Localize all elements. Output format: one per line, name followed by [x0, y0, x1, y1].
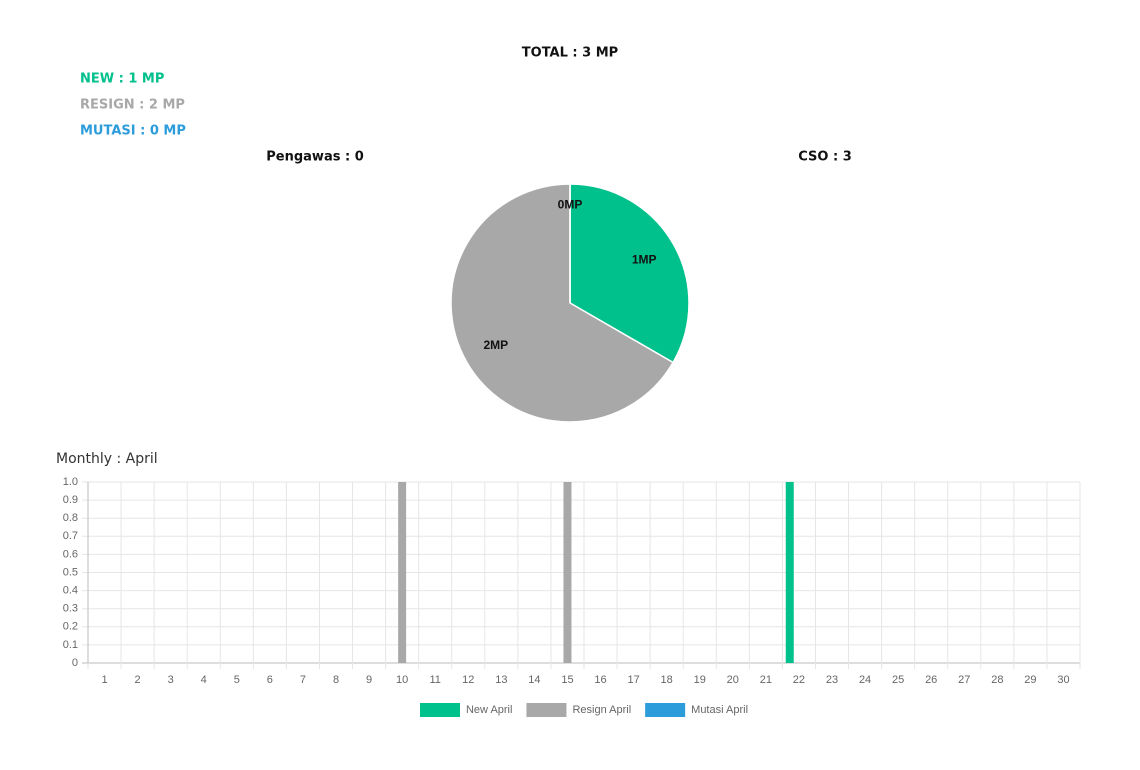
x-tick-label: 23 [826, 674, 838, 686]
x-tick-label: 15 [561, 674, 573, 686]
x-tick-label: 30 [1057, 674, 1069, 686]
x-tick-label: 18 [661, 674, 673, 686]
x-tick-label: 6 [267, 674, 273, 686]
x-tick-label: 29 [1024, 674, 1036, 686]
x-tick-label: 14 [528, 674, 540, 686]
x-tick-label: 10 [396, 674, 408, 686]
y-tick-label: 0 [72, 657, 78, 669]
x-tick-label: 4 [201, 674, 207, 686]
x-tick-label: 8 [333, 674, 339, 686]
x-tick-label: 28 [991, 674, 1003, 686]
bar-title: Monthly : April [56, 451, 158, 467]
pengawas-count: Pengawas : 0 [266, 150, 364, 165]
x-tick-label: 13 [495, 674, 507, 686]
y-tick-label: 0.9 [63, 494, 78, 506]
legend-swatch [526, 703, 567, 717]
new-count: NEW : 1 MP [80, 72, 164, 87]
pie-label: 2MP [483, 338, 508, 352]
resign-count: RESIGN : 2 MP [80, 98, 185, 113]
y-tick-label: 1.0 [63, 476, 78, 488]
legend-label: New April [466, 704, 512, 716]
x-tick-label: 19 [694, 674, 706, 686]
y-tick-label: 0.3 [63, 603, 78, 615]
x-tick-label: 12 [462, 674, 474, 686]
legend-label: Mutasi April [691, 704, 748, 716]
y-tick-label: 0.8 [63, 512, 78, 524]
pie-slice [450, 183, 675, 423]
x-tick-label: 7 [300, 674, 306, 686]
legend-swatch [419, 703, 460, 717]
y-tick-label: 0.7 [63, 530, 78, 542]
mutasi-count: MUTASI : 0 MP [80, 124, 186, 139]
pie-slice [569, 183, 690, 364]
y-tick-label: 0.1 [63, 639, 78, 651]
x-tick-label: 25 [892, 674, 904, 686]
x-tick-label: 5 [234, 674, 240, 686]
pie-label: 0MP [558, 198, 583, 212]
cso-count: CSO : 3 [798, 150, 852, 165]
x-tick-label: 24 [859, 674, 871, 686]
pie-label: 1MP [632, 252, 657, 266]
x-tick-label: 1 [101, 674, 107, 686]
x-tick-label: 26 [925, 674, 937, 686]
y-tick-label: 0.2 [63, 621, 78, 633]
y-tick-label: 0.5 [63, 566, 78, 578]
x-tick-label: 11 [429, 674, 440, 686]
x-tick-label: 3 [168, 674, 174, 686]
bar [785, 482, 794, 663]
x-tick-label: 20 [727, 674, 739, 686]
x-tick-label: 27 [958, 674, 970, 686]
x-tick-label: 17 [627, 674, 639, 686]
bar [398, 482, 407, 663]
x-tick-label: 2 [135, 674, 141, 686]
y-tick-label: 0.6 [63, 548, 78, 560]
x-tick-label: 21 [760, 674, 772, 686]
legend-swatch [645, 703, 686, 717]
y-tick-label: 0.4 [63, 585, 78, 597]
x-tick-label: 16 [594, 674, 606, 686]
legend-label: Resign April [572, 704, 631, 716]
bar [563, 482, 572, 663]
x-tick-label: 9 [366, 674, 372, 686]
x-tick-label: 22 [793, 674, 805, 686]
total: TOTAL : 3 MP [522, 46, 618, 61]
